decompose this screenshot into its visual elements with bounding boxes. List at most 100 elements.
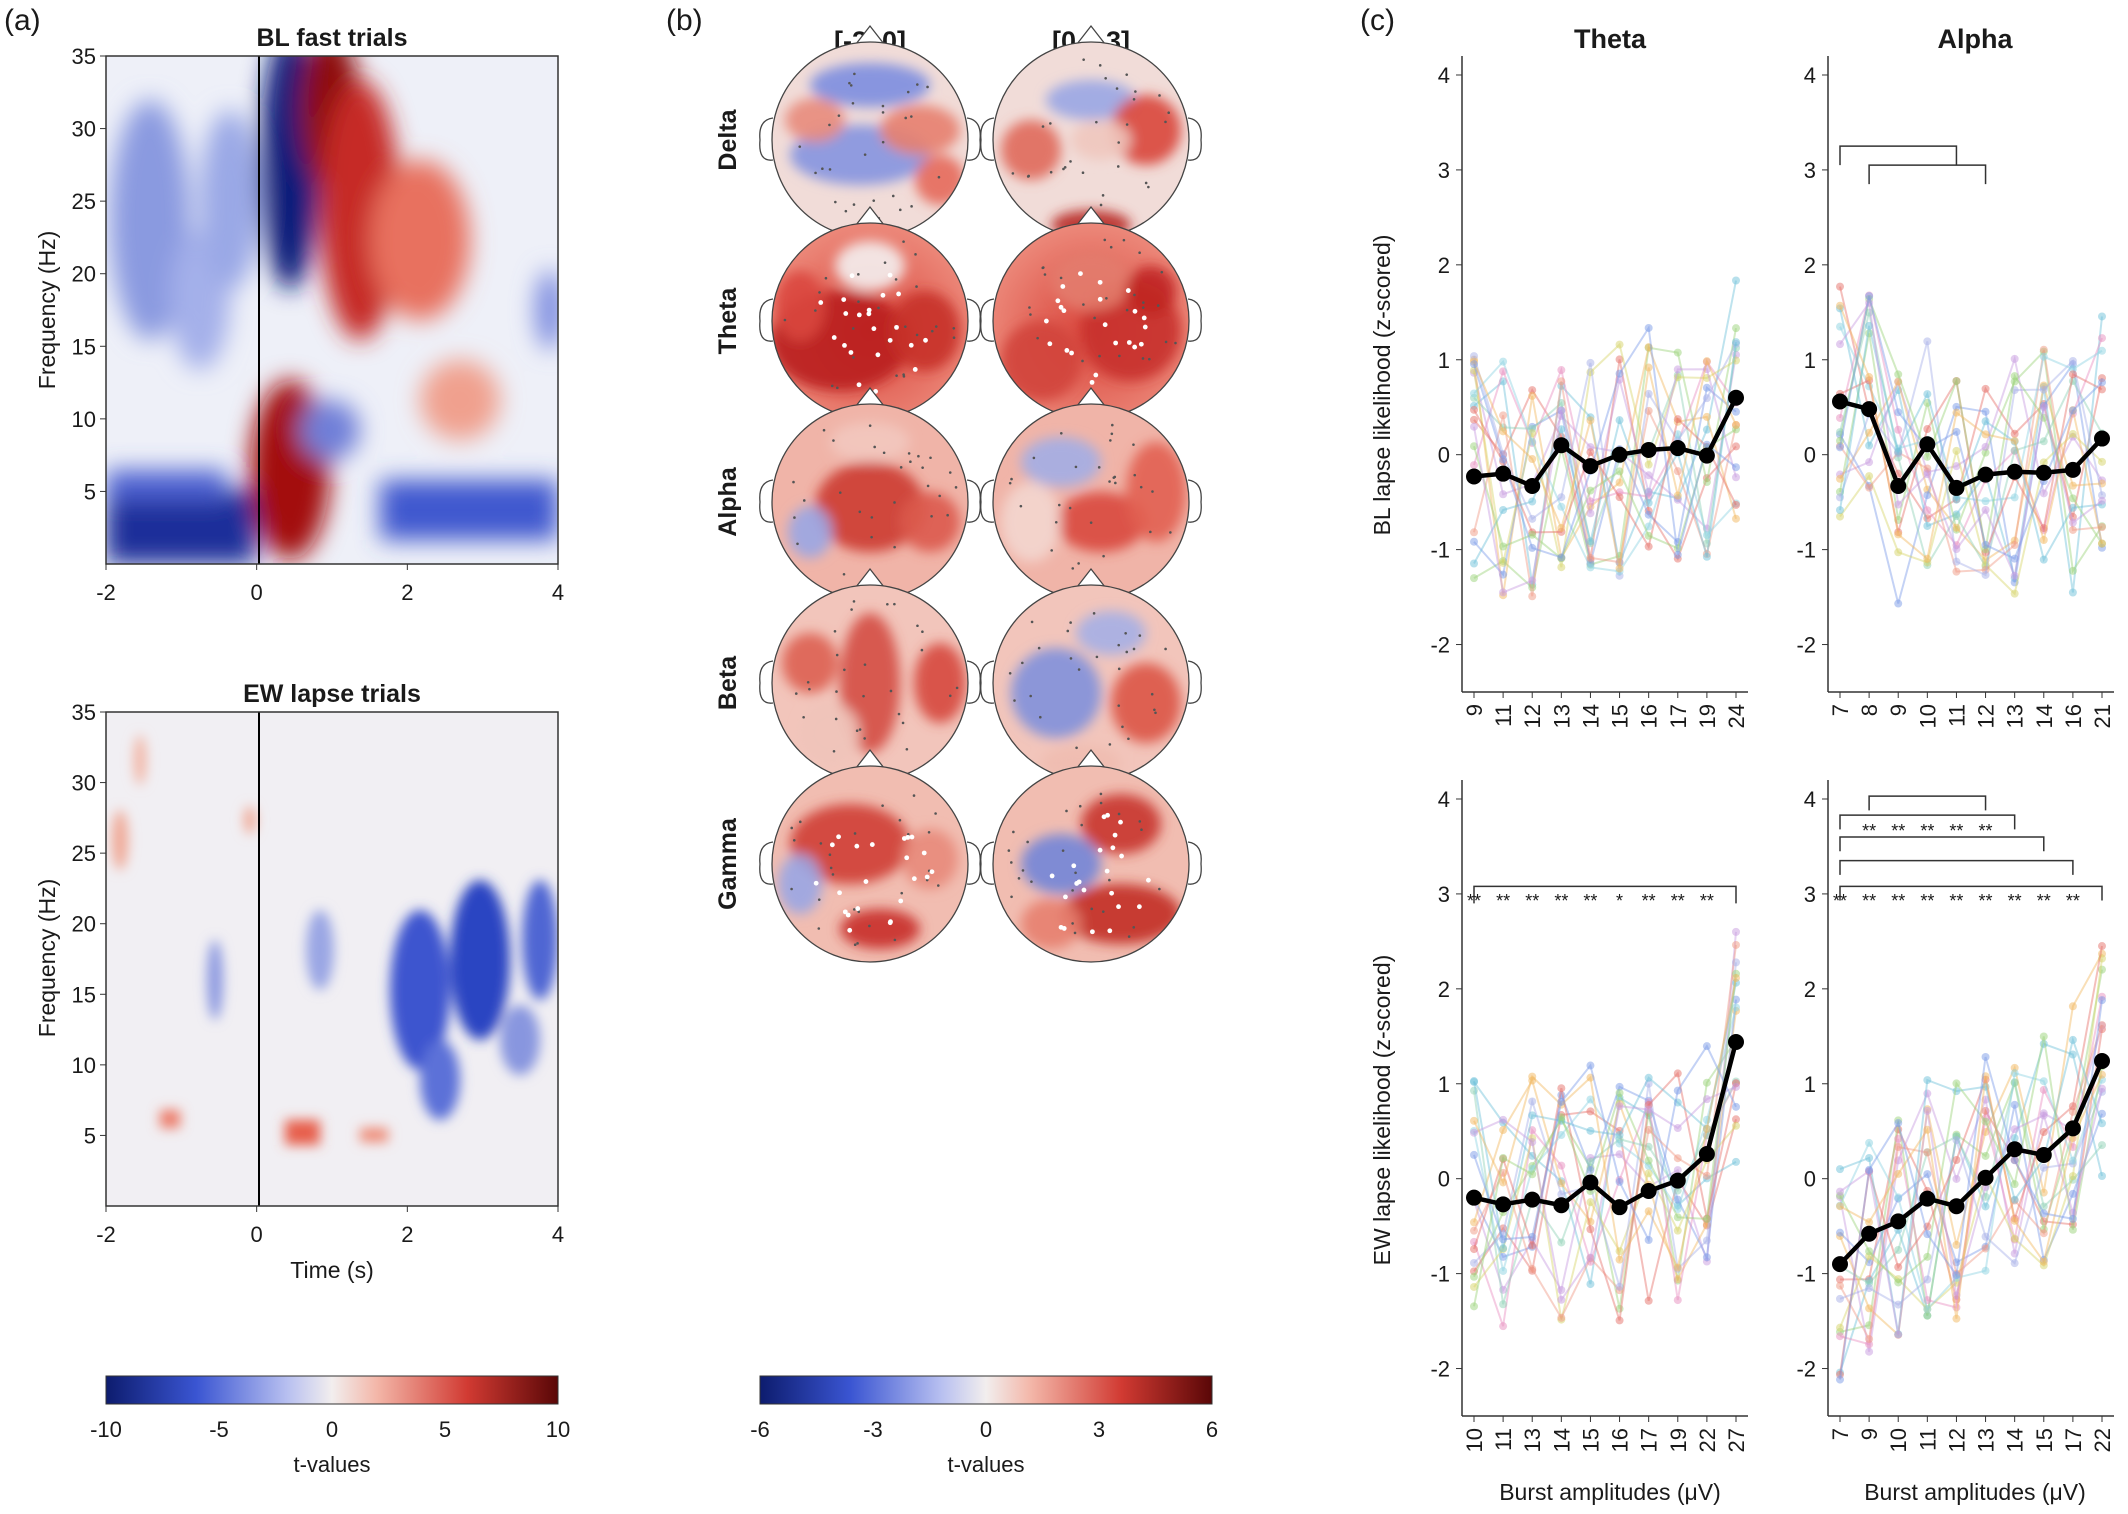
x-tick-label: 7 — [1828, 704, 1853, 716]
participant-point — [1644, 1236, 1653, 1245]
participant-point — [1702, 1131, 1711, 1140]
nose-outline — [1076, 24, 1106, 45]
electrode — [843, 668, 846, 672]
sig-electrode — [1060, 284, 1066, 289]
y-tick-label: 3 — [1438, 158, 1450, 183]
electrode — [1138, 820, 1142, 823]
electrode — [853, 72, 856, 76]
participant-point — [1586, 1253, 1595, 1262]
electrode — [930, 329, 934, 333]
participant-point — [1836, 436, 1844, 445]
electrode — [821, 167, 824, 171]
topo-blob — [1021, 834, 1101, 894]
participant-point — [1673, 1195, 1682, 1204]
participant-line — [1473, 1081, 1737, 1285]
y-tick-label: 35 — [72, 700, 96, 725]
topo-blob — [785, 98, 845, 142]
electrode — [1080, 823, 1084, 827]
participant-point — [1644, 542, 1653, 551]
sig-electrode — [921, 850, 927, 856]
electrode — [897, 712, 901, 716]
electrode — [835, 690, 838, 693]
electrode — [1108, 480, 1111, 483]
sig-star: ** — [1891, 891, 1905, 911]
participant-point — [1836, 1323, 1844, 1332]
y-tick-label: 0 — [1804, 443, 1816, 468]
topo-blob — [1001, 482, 1061, 562]
nose-outline — [855, 205, 885, 226]
electrode — [857, 300, 860, 303]
participant-point — [2098, 479, 2106, 488]
electrode — [1149, 530, 1152, 534]
participant-point — [1952, 523, 1961, 532]
participant-point — [1499, 1266, 1508, 1275]
electrode — [1026, 175, 1030, 178]
mean-point — [1524, 1191, 1541, 1208]
participant-point — [2010, 1234, 2019, 1243]
participant-point — [1836, 1375, 1844, 1384]
participant-point — [2068, 512, 2077, 521]
participant-point — [2039, 1128, 2048, 1137]
participant-line — [1473, 931, 1737, 1293]
participant-line — [1473, 977, 1737, 1271]
participant-point — [1615, 552, 1624, 561]
participant-point — [2098, 491, 2106, 500]
electrode — [1125, 73, 1129, 76]
participant-point — [1865, 382, 1874, 391]
electrode — [824, 276, 828, 280]
electrode — [904, 325, 907, 328]
participant-point — [2010, 1249, 2019, 1258]
electrode — [1122, 238, 1126, 242]
colorbar-tick-label: 3 — [1093, 1417, 1105, 1442]
heatmap-ew-lapse — [106, 712, 558, 1206]
mean-point — [1890, 478, 1907, 495]
x-tick-label: 11 — [1491, 1428, 1516, 1451]
electrode — [1074, 871, 1077, 875]
participant-point — [2098, 457, 2106, 466]
electrode — [834, 200, 837, 204]
participant-point — [1865, 292, 1874, 301]
left-ear — [980, 660, 995, 704]
sig-star: ** — [1949, 891, 1963, 911]
mean-point — [1640, 441, 1657, 458]
mean-point — [1919, 1190, 1936, 1207]
participant-point — [1499, 588, 1508, 597]
right-ear — [1187, 660, 1202, 704]
participant-point — [1923, 390, 1932, 399]
electrode — [829, 866, 833, 870]
sig-electrode — [1047, 341, 1053, 347]
electrode — [952, 327, 956, 330]
participant-line — [1473, 1086, 1737, 1303]
participant-point — [1557, 524, 1566, 533]
participant-point — [1615, 340, 1624, 349]
participant-point — [1952, 462, 1961, 471]
panel-a-label: (a) — [4, 4, 41, 37]
x-tick-label: 16 — [2061, 704, 2086, 728]
electrode — [1071, 889, 1074, 892]
y-tick-label: 3 — [1438, 882, 1450, 907]
sig-electrode — [855, 906, 861, 911]
sig-electrode — [1146, 877, 1151, 883]
participant-point — [1923, 485, 1932, 494]
electrode — [1092, 612, 1096, 615]
electrode — [955, 686, 959, 690]
electrode — [1065, 809, 1068, 813]
electrode — [1132, 647, 1136, 651]
participant-point — [1615, 355, 1624, 364]
topo-blob — [1001, 321, 1081, 401]
nose-outline — [1076, 567, 1106, 588]
participant-line — [1473, 973, 1737, 1307]
participant-point — [1981, 1202, 1990, 1211]
participant-point — [1952, 1303, 1961, 1312]
mean-point — [1466, 1189, 1482, 1206]
participant-point — [1528, 1170, 1537, 1179]
participant-point — [1836, 474, 1844, 483]
participant-point — [1615, 1102, 1624, 1111]
participant-point — [1470, 1272, 1478, 1281]
participant-point — [1586, 368, 1595, 377]
participant-point — [2039, 1217, 2048, 1226]
right-ear — [1187, 117, 1202, 161]
mean-line — [1473, 1041, 1739, 1210]
participant-point — [1528, 514, 1537, 523]
participant-point — [2039, 437, 2048, 446]
